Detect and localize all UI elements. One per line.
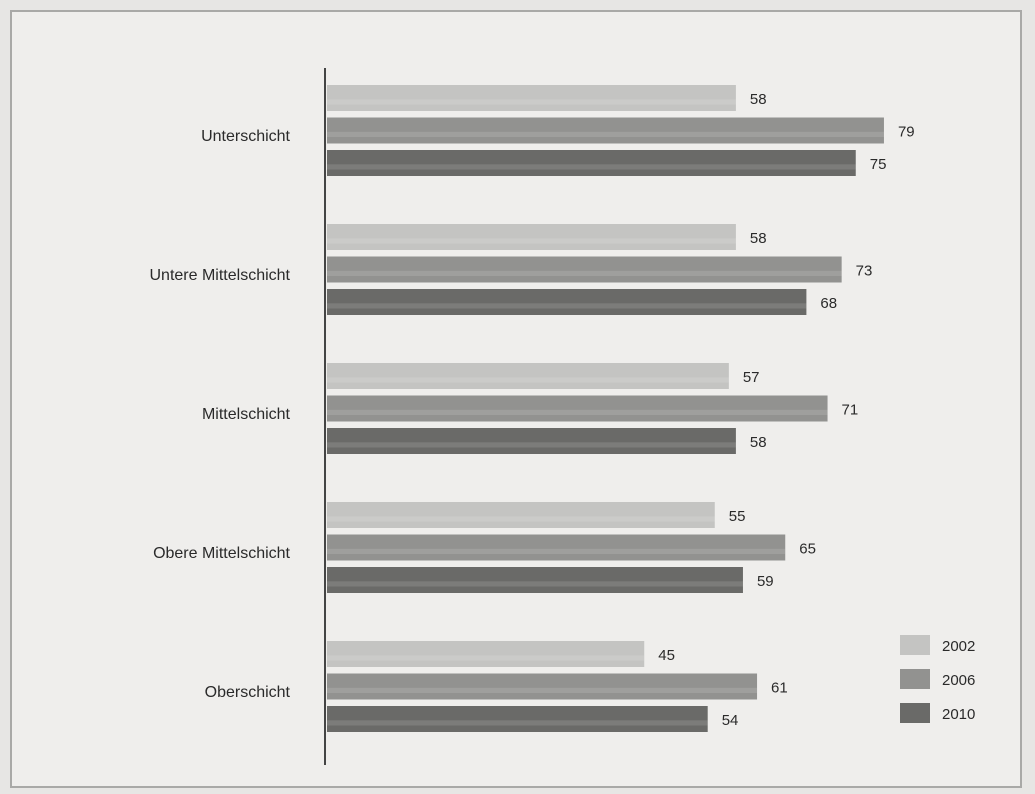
data-label: 54 — [722, 712, 739, 729]
data-label: 71 — [842, 402, 859, 419]
bar-2002 — [327, 502, 715, 528]
data-label: 55 — [729, 508, 746, 525]
data-label: 58 — [750, 434, 767, 451]
bar-texture — [327, 131, 884, 137]
bar-2010 — [327, 150, 856, 176]
bar-2002 — [327, 224, 736, 250]
legend-swatch-2006 — [900, 669, 930, 689]
legend-label: 2010 — [942, 706, 975, 723]
bar-texture — [327, 238, 736, 244]
bar-texture — [327, 581, 743, 587]
bar-2010 — [327, 428, 736, 454]
category-label: Untere Mittelschicht — [150, 267, 291, 284]
bar-2002 — [327, 641, 645, 667]
legend: 2002 2006 2010 — [900, 635, 975, 723]
bar-2006 — [327, 256, 842, 283]
category-labels: Unterschicht Untere Mittelschicht Mittelsc… — [150, 128, 291, 701]
bar-texture — [327, 720, 708, 726]
bar-texture — [327, 687, 758, 693]
category-label: Oberschicht — [205, 684, 291, 701]
bar-texture — [327, 99, 736, 105]
bar-texture — [327, 655, 645, 661]
bar-2010 — [327, 706, 708, 732]
bar-texture — [327, 270, 842, 276]
data-label: 58 — [750, 91, 767, 108]
bar-texture — [327, 377, 729, 383]
legend-label: 2002 — [942, 638, 975, 655]
data-label: 79 — [898, 124, 915, 141]
bar-texture — [327, 303, 807, 309]
bar-2006 — [327, 673, 758, 700]
data-label: 75 — [870, 156, 887, 173]
value-labels: 58 79 75 58 73 68 57 71 58 55 65 59 45 61 54 — [658, 91, 914, 729]
data-label: 61 — [771, 680, 788, 697]
data-label: 65 — [799, 541, 816, 558]
legend-label: 2006 — [942, 672, 975, 689]
bar-texture — [327, 548, 786, 554]
bar-2006 — [327, 395, 828, 422]
bar-2006 — [327, 534, 786, 561]
bar-2006 — [327, 117, 884, 144]
data-label: 45 — [658, 647, 675, 664]
legend-swatch-2010 — [900, 703, 930, 723]
category-label: Mittelschicht — [202, 406, 291, 423]
bar-2010 — [327, 567, 743, 593]
category-label: Unterschicht — [201, 128, 290, 145]
data-label: 68 — [820, 295, 837, 312]
bar-2002 — [327, 363, 729, 389]
bar-texture — [327, 516, 715, 522]
data-label: 73 — [856, 263, 873, 280]
bar-texture — [327, 164, 856, 170]
data-label: 59 — [757, 573, 774, 590]
bar-texture — [327, 409, 828, 415]
bar-texture — [327, 442, 736, 448]
legend-swatch-2002 — [900, 635, 930, 655]
bars — [327, 85, 884, 732]
bar-2002 — [327, 85, 736, 111]
bar-2010 — [327, 289, 807, 315]
data-label: 57 — [743, 369, 760, 386]
data-label: 58 — [750, 230, 767, 247]
category-label: Obere Mittelschicht — [153, 545, 290, 562]
